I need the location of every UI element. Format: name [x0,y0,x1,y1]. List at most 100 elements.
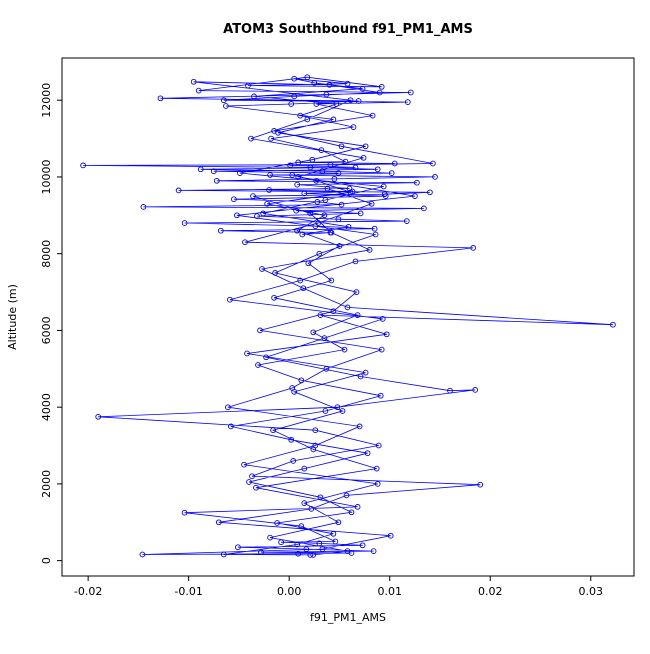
data-point [295,550,302,557]
data-point [288,101,295,107]
data-point [301,500,308,506]
data-point [272,270,278,276]
x-tick-label: -0.01 [174,585,202,598]
data-point [175,187,182,194]
data-point [305,260,312,267]
data-point [319,168,326,175]
data-point [357,210,364,217]
data-point [339,408,346,414]
data-point [220,551,227,558]
data-point [322,197,329,203]
data-point [291,75,298,82]
data-point [297,277,304,284]
data-point [414,179,420,186]
data-point [310,329,317,336]
data-point [301,465,308,472]
data-point [270,427,276,434]
data-point [294,181,301,188]
data-point [336,243,343,249]
data-point [373,465,380,472]
data-point [324,185,331,192]
data-point [331,176,338,182]
data-point [223,103,229,109]
data-point [251,93,257,100]
data-point [297,112,304,119]
data-point [231,196,237,203]
data-point [381,191,388,198]
data-point [244,350,250,357]
data-point [288,436,295,443]
data-point [375,442,382,449]
data-point [432,174,438,180]
data-point [249,473,255,480]
data-point [335,216,342,223]
chart-title: ATOM3 Southbound f91_PM1_AMS [223,22,473,37]
data-point [301,190,308,197]
x-axis-label: f91_PM1_AMS [310,611,386,624]
data-point [341,346,348,353]
data-point [322,408,329,414]
data-point [213,177,220,184]
data-point [289,172,296,178]
data-point [257,327,263,334]
plot-box [61,57,635,577]
data-point [404,99,411,105]
data-point [344,304,351,311]
data-point [328,277,335,284]
data-point [298,523,305,529]
data-point [332,538,339,545]
data-point [267,172,273,178]
data-point [366,247,373,253]
data-point [354,504,361,510]
data-point [308,506,315,512]
data-point [317,312,324,318]
data-point [258,549,264,556]
data-point [470,245,477,251]
data-point [371,225,378,232]
data-point [349,188,356,195]
x-tick-label: 0.00 [277,585,302,598]
axes-layer: -0.02 -0.01 0.00 0.01 0.02 0.03 0 2000 4000 6000 8… [40,57,635,598]
data-point [260,210,266,217]
data-point [364,450,371,457]
data-point [293,207,300,214]
data-point [303,546,310,552]
data-point [314,199,321,205]
data-point [376,89,383,96]
data-point [80,162,86,169]
data-point [210,168,217,175]
data-point [472,387,479,393]
data-point [610,321,616,328]
data-point [323,365,330,372]
data-point [477,481,484,488]
data-point [304,74,311,81]
data-point [294,227,301,234]
data-point [295,174,302,180]
data-point [313,101,320,107]
data-point [327,161,334,168]
data-line [83,76,613,556]
data-point [380,183,387,190]
data-point [291,93,298,100]
data-point [315,220,322,226]
data-point [278,539,284,546]
data-point [403,218,410,224]
data-point [312,427,319,434]
data-point [225,404,231,411]
data-point [407,89,414,96]
data-point [321,212,328,219]
data-point [383,331,390,338]
data-point [412,193,418,199]
data-point [334,404,341,411]
data-point [299,231,306,238]
data-point [300,285,307,292]
data-point [304,116,311,123]
data-point [378,83,385,90]
data-point [328,229,335,236]
data-point [181,220,188,226]
data-point [346,185,353,192]
data-point [359,542,366,549]
x-tick-label: 0.03 [579,585,604,598]
